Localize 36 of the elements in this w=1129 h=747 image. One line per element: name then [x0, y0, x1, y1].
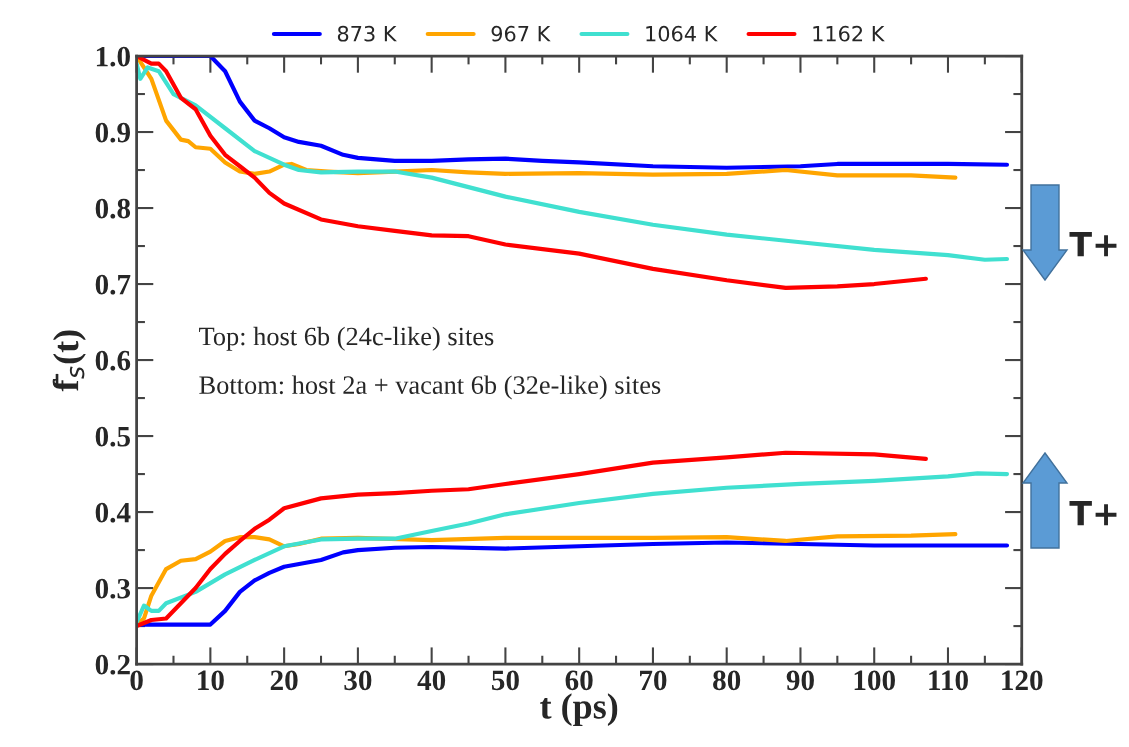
- x-tick-label: 30: [344, 670, 372, 691]
- annotation: Top: host 6b (24c-like) sites: [199, 326, 494, 351]
- x-tick-label: 100: [854, 670, 895, 691]
- x-tick-label: 0: [130, 670, 143, 691]
- y-axis-title: f̄$_{s}$(t): [52, 330, 86, 392]
- y-tick-label: 0.6: [95, 350, 131, 371]
- x-tick-label: 20: [270, 670, 298, 691]
- y-tick-label: 0.5: [95, 426, 130, 447]
- y-tick-label: 0.4: [95, 502, 131, 523]
- x-tick-label: 70: [640, 670, 667, 691]
- text: T+: [1069, 231, 1117, 257]
- line-series: [136, 471, 1010, 625]
- y-tick-label: 0.3: [95, 578, 131, 599]
- x-tick-label: 90: [786, 670, 814, 691]
- x-tick-label: 60: [565, 670, 593, 691]
- y-tick-label: 1.0: [96, 46, 130, 67]
- line-series: [136, 61, 1010, 262]
- y-tick-label: 0.9: [95, 122, 130, 143]
- x-tick-label: 40: [417, 670, 446, 691]
- annotation: Bottom: host 2a + vacant 6b (32e-like) sites: [199, 375, 661, 400]
- legend-label: 1162 K: [813, 25, 885, 42]
- line-series: [136, 56, 928, 290]
- legend-label: 1064 K: [646, 25, 718, 42]
- y-tick-label: 0.8: [95, 198, 131, 219]
- y-tick-label: 0.7: [95, 274, 131, 295]
- x-tick-label: 120: [1002, 670, 1043, 691]
- legend-label: 873 K: [337, 25, 397, 42]
- x-tick-label: 80: [713, 670, 741, 691]
- x-tick-label: 50: [492, 670, 519, 691]
- line-series: [136, 450, 928, 629]
- y-tick-label: 0.2: [95, 654, 130, 675]
- legend-label: 967 K: [491, 25, 551, 42]
- text: T+: [1069, 500, 1117, 526]
- x-axis-title: t (ps): [540, 693, 618, 727]
- x-tick-label: 110: [929, 670, 968, 691]
- x-tick-label: 10: [198, 670, 224, 691]
